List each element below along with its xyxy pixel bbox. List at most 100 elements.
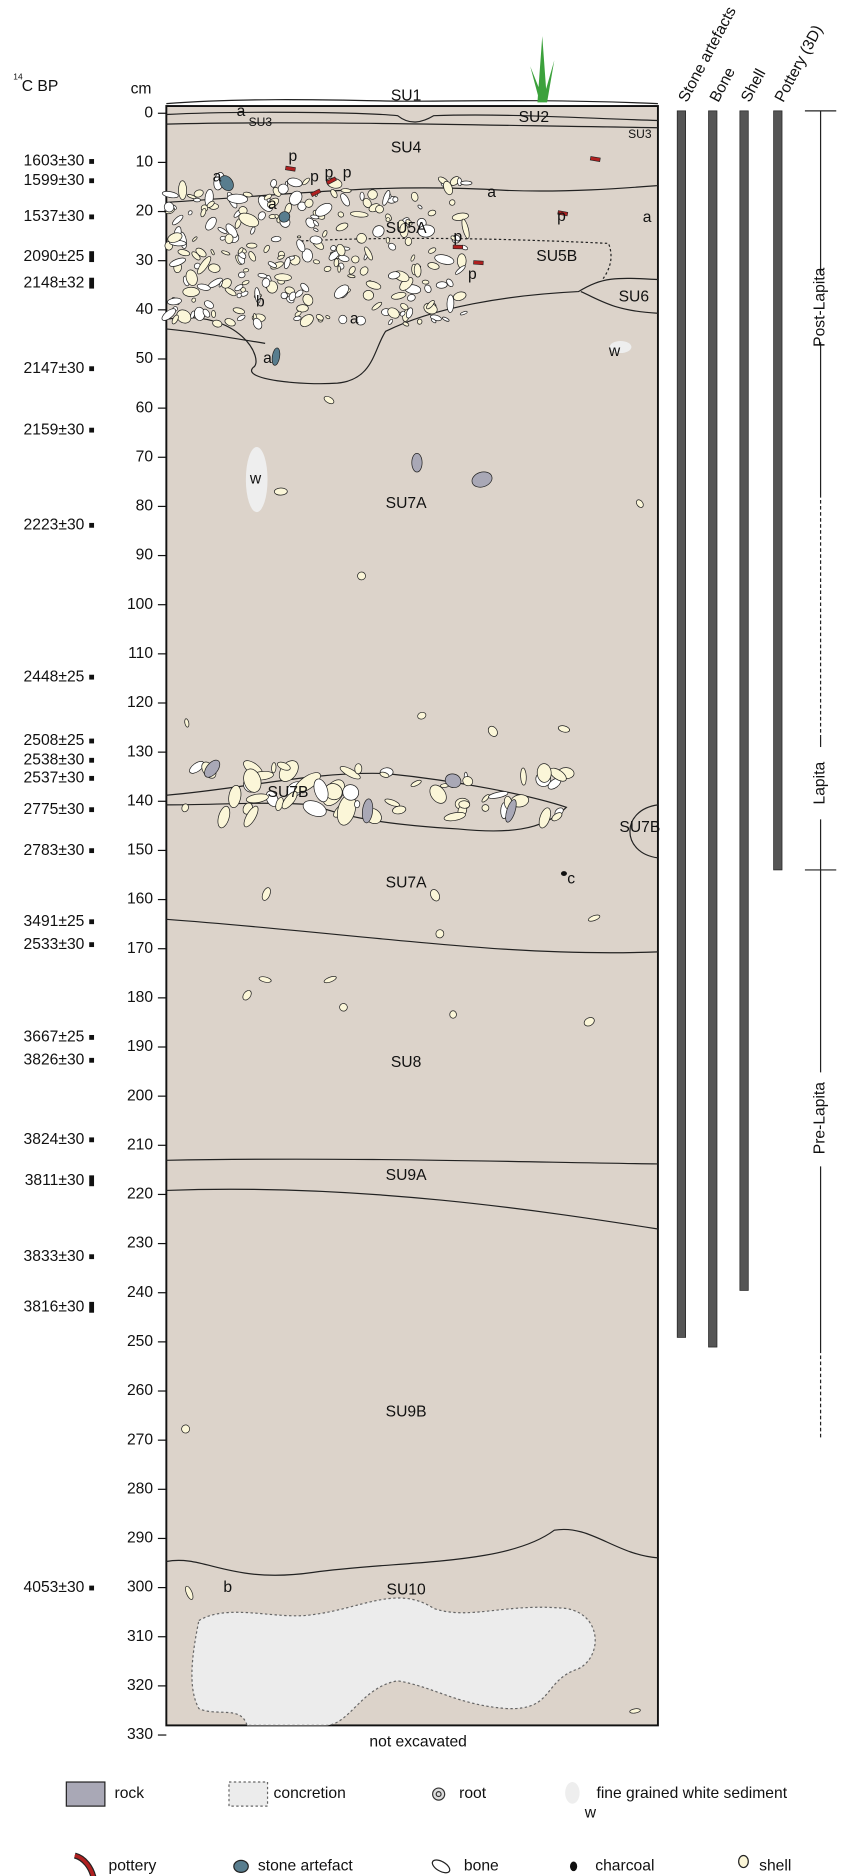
date-label: 2508±25	[24, 732, 85, 749]
date-marker	[89, 214, 94, 219]
section-letter: a	[643, 209, 652, 226]
unit-label: SU3	[628, 127, 652, 141]
date-label: 2148±32	[24, 274, 85, 291]
section-letter: c	[567, 871, 575, 888]
date-marker	[89, 848, 94, 853]
date-marker	[89, 523, 94, 528]
section	[166, 106, 658, 1725]
clast	[341, 188, 351, 193]
date-marker	[89, 1302, 94, 1313]
section-letter: a	[268, 196, 277, 213]
clast	[405, 237, 412, 246]
section-letter: p	[454, 229, 463, 246]
depth-label: 110	[128, 645, 153, 662]
date-marker	[89, 919, 94, 924]
depth-label: 260	[127, 1382, 153, 1399]
depth-label: 210	[127, 1136, 153, 1153]
date-label: 3667±25	[24, 1029, 85, 1046]
clast	[354, 800, 360, 808]
date-marker	[89, 366, 94, 371]
date-label: 3833±30	[24, 1248, 85, 1265]
depth-label: 130	[127, 743, 153, 760]
clast	[243, 268, 249, 272]
unit-label: SU7A	[386, 495, 427, 512]
date-marker	[89, 178, 94, 183]
unit-label: SU7B	[268, 784, 309, 801]
legend-label: stone artefact	[258, 1858, 354, 1875]
legend-label: root	[459, 1785, 487, 1802]
legend-label: rock	[115, 1785, 145, 1802]
depth-label: 40	[136, 301, 154, 318]
date-marker	[89, 159, 94, 164]
date-label: 2537±30	[24, 769, 85, 786]
date-marker	[89, 1586, 94, 1591]
date-label: 3816±30	[24, 1298, 85, 1315]
section-letter: a	[213, 168, 222, 185]
depth-label: 310	[127, 1628, 153, 1645]
clast	[393, 197, 398, 202]
date-label: 2448±25	[24, 668, 85, 685]
depth-label: 80	[136, 498, 154, 515]
date-label: 1537±30	[24, 208, 85, 225]
clast	[355, 764, 363, 775]
unit-label: SU1	[391, 88, 421, 105]
section-letter: a	[350, 310, 359, 327]
depth-label: 120	[127, 694, 153, 711]
depth-label: 220	[127, 1186, 153, 1203]
depth-label: 190	[127, 1038, 153, 1055]
date-label: 2090±25	[24, 248, 85, 265]
clast	[459, 800, 470, 808]
pottery	[453, 245, 463, 249]
unit-label: SU7B	[619, 819, 660, 836]
depth-label: 150	[127, 842, 153, 859]
clast	[357, 572, 365, 580]
section-letter: p	[468, 266, 477, 283]
clast	[450, 1011, 457, 1018]
depth-label: 290	[127, 1530, 153, 1547]
charcoal	[561, 871, 567, 876]
clast	[183, 287, 200, 296]
depth-label: 70	[136, 448, 154, 465]
depth-label: 10	[136, 154, 154, 171]
clast	[520, 768, 526, 785]
pottery	[473, 261, 483, 265]
depth-label: 230	[127, 1235, 153, 1252]
legend-label: pottery	[109, 1858, 157, 1875]
depth-label: 180	[127, 989, 153, 1006]
unit-label: SU6	[619, 289, 650, 306]
depth-label: 320	[127, 1677, 153, 1694]
date-label: 2147±30	[24, 360, 85, 377]
date-label: 4053±30	[24, 1579, 85, 1596]
section-letter: p	[557, 208, 566, 225]
date-label: 2783±30	[24, 842, 85, 859]
clast	[178, 181, 186, 200]
clast	[271, 762, 276, 773]
date-label: 3811±30	[25, 1172, 85, 1189]
clast	[360, 192, 365, 200]
date-marker	[89, 1175, 94, 1186]
unit-label: SU8	[391, 1054, 422, 1071]
date-label: 1603±30	[24, 153, 85, 170]
axis-unit: cm	[131, 80, 152, 97]
date-marker	[89, 675, 94, 680]
date-label: 2159±30	[24, 421, 85, 438]
grass	[530, 36, 554, 102]
clast	[422, 280, 429, 284]
section-letter: p	[343, 165, 352, 182]
depth-label: 300	[127, 1579, 153, 1596]
clast	[274, 488, 287, 496]
shell-bar	[740, 111, 748, 1291]
date-label: 2775±30	[24, 801, 85, 818]
clast	[211, 310, 216, 318]
date-marker	[89, 278, 94, 289]
clast	[338, 266, 341, 272]
depth-label: 200	[127, 1087, 153, 1104]
section-letter: a	[263, 350, 272, 367]
depth-label: 240	[127, 1284, 153, 1301]
section-letter: b	[223, 1579, 232, 1596]
unit-label: SU5B	[536, 248, 577, 265]
date-label: 2538±30	[24, 751, 85, 768]
clast	[352, 256, 360, 263]
legend-label: bone	[464, 1858, 499, 1875]
clast	[412, 453, 422, 472]
